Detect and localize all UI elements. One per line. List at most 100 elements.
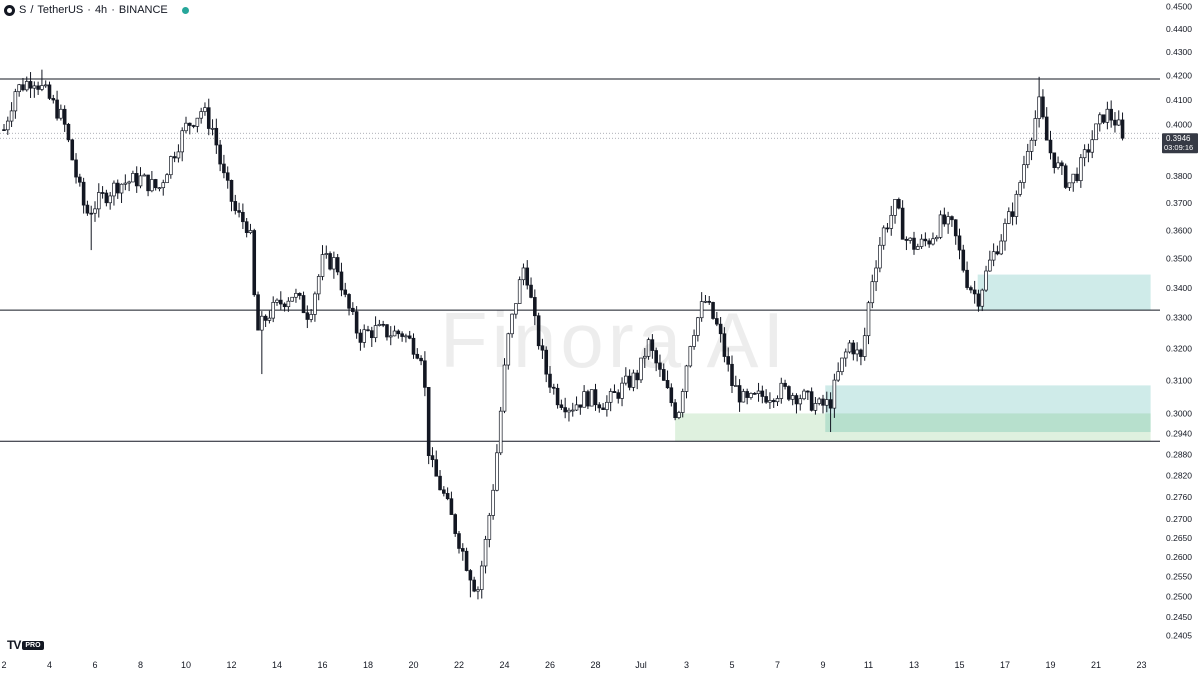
candle-body xyxy=(616,392,621,399)
candle-body xyxy=(999,240,1003,255)
price-axis-label: 0.2650 xyxy=(1166,533,1192,543)
candle-body xyxy=(544,349,548,375)
candle-body xyxy=(707,300,712,303)
time-axis-label: 19 xyxy=(1045,660,1055,670)
price-axis-label: 0.4500 xyxy=(1166,1,1192,11)
candle-body xyxy=(737,385,742,403)
candle-body xyxy=(677,412,681,419)
time-axis-label: 16 xyxy=(317,660,327,670)
candle-body xyxy=(464,550,469,571)
candle-body xyxy=(169,156,173,176)
candle-body xyxy=(123,182,128,185)
candle-body xyxy=(552,386,556,389)
candle-body xyxy=(100,192,105,194)
candle-body xyxy=(214,127,219,146)
candle-body xyxy=(639,357,643,381)
candle-body xyxy=(119,183,124,194)
candle-body xyxy=(388,335,393,338)
candle-body xyxy=(1022,164,1026,183)
candle-body xyxy=(108,195,112,204)
candle-body xyxy=(55,99,59,119)
candle-body xyxy=(222,163,226,174)
candle-body xyxy=(843,351,848,359)
candle-body xyxy=(950,216,954,221)
candle-body xyxy=(1037,96,1041,119)
candle-body xyxy=(643,355,647,359)
price-axis-label: 0.3200 xyxy=(1166,344,1192,354)
candle-body xyxy=(290,296,294,302)
candle-body xyxy=(445,493,450,500)
price-axis-label: 0.3500 xyxy=(1166,254,1192,264)
candle-body xyxy=(453,514,457,534)
candle-body xyxy=(548,373,552,388)
candle-body xyxy=(661,369,666,381)
candle-body xyxy=(1120,119,1125,139)
symbol-separator: / xyxy=(30,4,34,16)
candle-body xyxy=(2,129,6,131)
candle-body xyxy=(9,110,14,122)
candle-body xyxy=(313,293,317,315)
price-axis-label: 0.2820 xyxy=(1166,471,1192,481)
candle-body xyxy=(817,398,821,404)
candle-body xyxy=(567,409,571,413)
time-axis-label: 4 xyxy=(47,660,52,670)
candle-body xyxy=(362,329,366,343)
candle-body xyxy=(631,372,636,388)
candle-body xyxy=(680,391,685,413)
candle-body xyxy=(59,108,63,119)
tradingview-logo[interactable]: TV PRO xyxy=(7,638,44,652)
price-axis-label: 0.2700 xyxy=(1166,514,1192,524)
candle-body xyxy=(370,330,374,339)
candle-body xyxy=(335,257,340,273)
candle-body xyxy=(195,117,200,127)
time-axis-label: 24 xyxy=(499,660,509,670)
separator-dot: · xyxy=(87,4,91,16)
candle-body xyxy=(461,548,465,552)
candle-body xyxy=(586,391,590,407)
candle-body xyxy=(718,323,723,335)
candle-body xyxy=(783,382,787,387)
candle-body xyxy=(184,122,188,132)
candle-body xyxy=(934,236,939,240)
candle-body xyxy=(1029,139,1034,152)
candle-body xyxy=(703,300,708,303)
candle-body xyxy=(1007,211,1011,224)
candle-body xyxy=(514,303,518,315)
candle-body xyxy=(1025,151,1030,166)
candle-body xyxy=(498,410,503,454)
candle-body xyxy=(1105,108,1110,123)
candle-body xyxy=(248,230,253,234)
symbol-header[interactable]: S / TetherUS · 4h · BINANCE xyxy=(4,4,189,16)
candle-body xyxy=(916,246,920,250)
candle-body xyxy=(813,403,818,411)
candle-body xyxy=(608,391,613,403)
candle-body xyxy=(430,455,435,461)
time-axis-label: 6 xyxy=(92,660,97,670)
candle-body xyxy=(654,350,658,364)
candle-body xyxy=(696,317,700,336)
candle-body xyxy=(172,156,177,159)
candle-body xyxy=(377,323,382,326)
demand-zone-upper xyxy=(977,274,1151,311)
candle-body xyxy=(161,182,166,189)
candle-body xyxy=(442,489,446,494)
candle-body xyxy=(131,173,135,183)
candle-body xyxy=(760,390,765,397)
candle-body xyxy=(927,240,931,245)
price-tag-countdown: 03:09:16 xyxy=(1164,143,1193,152)
watermark-text: Finora AI xyxy=(440,296,789,384)
candle-body xyxy=(593,389,598,406)
candle-body xyxy=(415,353,420,359)
candle-body xyxy=(40,85,44,90)
candle-body xyxy=(832,379,837,409)
candle-body xyxy=(635,372,639,381)
candle-body xyxy=(229,179,234,202)
candle-body xyxy=(885,227,890,230)
candle-body xyxy=(66,123,71,141)
candle-body xyxy=(449,498,454,515)
candle-body xyxy=(286,300,291,308)
candle-body xyxy=(1090,139,1094,153)
candle-body xyxy=(495,452,499,491)
candle-body xyxy=(794,395,799,405)
